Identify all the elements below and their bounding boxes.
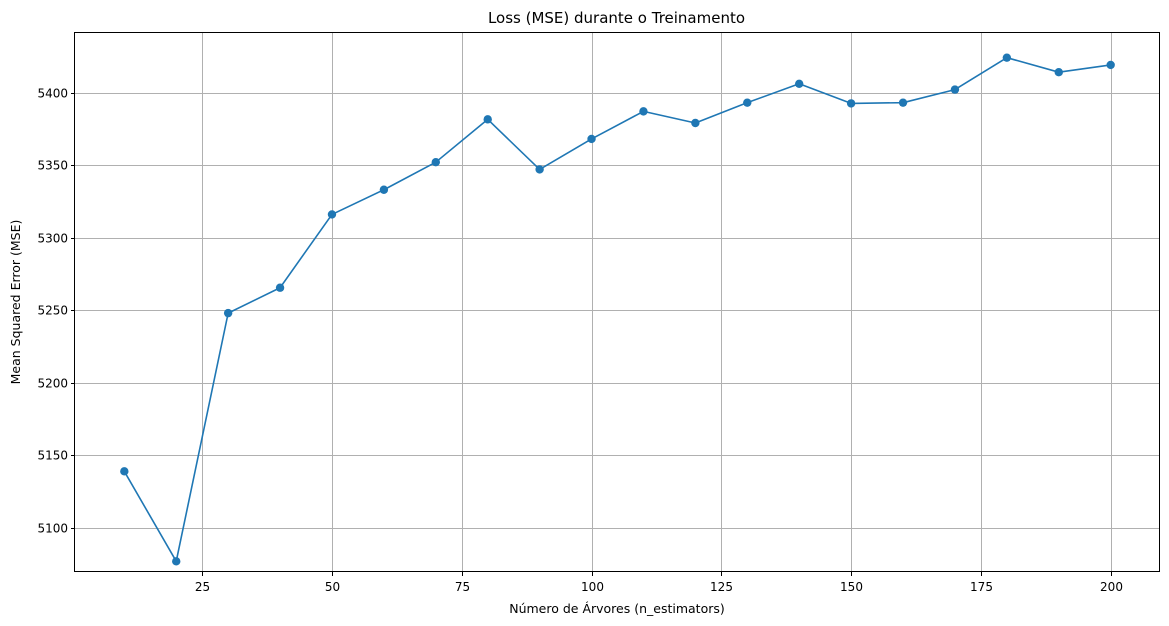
y-tick-label: 5350 (37, 159, 68, 173)
data-point (120, 467, 129, 476)
plot-frame (74, 32, 1160, 572)
data-point (275, 283, 285, 292)
data-point (795, 79, 804, 89)
y-tick-label: 5300 (37, 232, 68, 246)
x-tick-label: 200 (1100, 580, 1123, 594)
ticks: 25 50 75 100 125 150 175 200 5100 5150 5200 5250 530… (37, 87, 1123, 595)
data-point (639, 107, 648, 116)
y-tick-label: 5200 (37, 377, 68, 391)
x-tick-label: 150 (840, 580, 863, 594)
x-tick-label: 125 (710, 580, 733, 594)
data-point (587, 134, 596, 144)
data-point (431, 157, 440, 167)
data-point (1002, 53, 1012, 62)
y-tick-label: 5100 (37, 522, 68, 536)
data-point (743, 98, 752, 107)
data-point (691, 118, 700, 128)
data-point (1054, 67, 1063, 77)
y-axis-label: Mean Squared Error (MSE) (8, 220, 23, 385)
data-point (483, 115, 492, 124)
x-tick-label: 75 (455, 580, 470, 594)
chart-title: Loss (MSE) durante o Treinamento (488, 9, 745, 27)
x-tick-label: 50 (325, 580, 340, 594)
data-point (846, 99, 856, 108)
data-point (379, 185, 389, 194)
data-point (898, 98, 908, 107)
data-point (327, 210, 337, 219)
y-tick-label: 5250 (37, 304, 68, 318)
data-point (535, 165, 544, 174)
y-tick-label: 5400 (37, 87, 68, 101)
x-tick-label: 25 (195, 580, 210, 594)
x-tick-label: 175 (970, 580, 993, 594)
x-axis-label: Número de Árvores (n_estimators) (509, 601, 725, 616)
data-point (950, 85, 960, 94)
data-point (172, 557, 181, 566)
data-point (223, 308, 233, 318)
series-line (123, 56, 1111, 563)
series-layer (120, 53, 1115, 566)
y-tick-label: 5150 (37, 449, 68, 463)
data-point (1106, 60, 1115, 70)
grid (75, 33, 1160, 572)
x-tick-label: 100 (581, 580, 604, 594)
